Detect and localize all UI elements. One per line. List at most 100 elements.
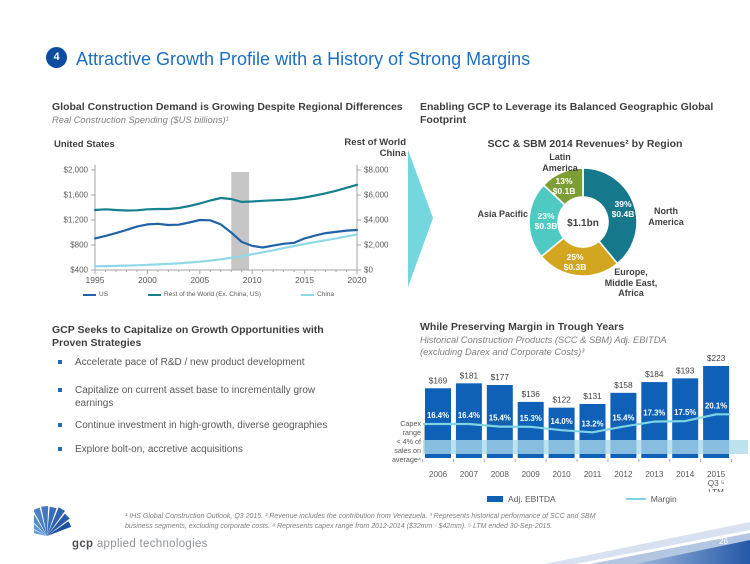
- svg-text:2007: 2007: [460, 470, 479, 479]
- svg-text:$0: $0: [364, 266, 373, 275]
- donut-value-north-america: 39% $0.4B: [595, 199, 651, 219]
- page-number: 26: [719, 537, 728, 546]
- svg-text:14.0%: 14.0%: [551, 417, 573, 426]
- svg-text:$131: $131: [583, 391, 602, 401]
- svg-text:2010: 2010: [243, 275, 262, 285]
- bullet-square-icon: [58, 360, 62, 364]
- legend-label: Adj. EBITDA: [508, 494, 556, 504]
- margin-swatch-icon: [625, 497, 646, 501]
- flow-arrow-icon: [408, 150, 433, 287]
- legend-swatch-icon: [301, 293, 315, 296]
- legend-label: Margin: [650, 494, 677, 504]
- svg-text:$6,000: $6,000: [364, 191, 389, 200]
- svg-text:$184: $184: [645, 369, 664, 379]
- svg-text:$158: $158: [614, 380, 633, 390]
- svg-text:$4,000: $4,000: [364, 216, 389, 225]
- revenue-by-region-title: SCC & SBM 2014 Revenues² by Region: [487, 138, 683, 150]
- svg-text:17.5%: 17.5%: [674, 408, 696, 417]
- donut-amount: $0.1B: [552, 186, 576, 196]
- svg-text:$400: $400: [70, 266, 88, 275]
- revenue-donut-chart: [528, 167, 638, 277]
- legend-label: US: [99, 291, 109, 298]
- svg-text:$1,600: $1,600: [64, 191, 89, 200]
- donut-slice-north-america: [582, 167, 638, 265]
- svg-text:13.2%: 13.2%: [581, 419, 603, 428]
- donut-amount: $0.3B: [534, 221, 558, 231]
- svg-text:$122: $122: [552, 395, 571, 405]
- svg-text:$800: $800: [70, 241, 88, 250]
- gcp-logo-wordmark: gcp applied technologies: [72, 538, 208, 550]
- donut-label-latin-america: Latin America: [542, 152, 578, 173]
- svg-text:16.4%: 16.4%: [427, 411, 449, 420]
- ebitda-swatch-icon: [487, 496, 503, 502]
- svg-text:$177: $177: [491, 372, 510, 382]
- svg-text:15.3%: 15.3%: [520, 414, 542, 423]
- ebitda-margin-chart: 16.4% 16.4% 15.4% 15.3% 14.0% 13.2% 15.4% 17.3%…: [422, 353, 748, 492]
- donut-pct: 13%: [555, 176, 573, 186]
- donut-value-europe: 25% $0.3B: [547, 252, 603, 272]
- svg-text:2015: 2015: [295, 275, 314, 285]
- legend-item: China: [301, 291, 334, 298]
- construction-spending-chart: $2,000 $1,600 $1,200 $800 $400 $8,000 $6,000 $4…: [64, 165, 389, 285]
- strategies-bullet-list: Accelerate pace of R&D / new product dev…: [52, 356, 352, 456]
- svg-text:2008: 2008: [491, 470, 510, 479]
- donut-pct: 25%: [566, 252, 584, 262]
- svg-text:2009: 2009: [522, 470, 541, 479]
- bullet-text: Continue investment in high-growth, dive…: [75, 420, 328, 431]
- legend-item: US: [83, 291, 108, 298]
- svg-text:$169: $169: [429, 375, 448, 385]
- footnotes: ¹ IHS Global Construction Outlook, Q3 20…: [125, 513, 596, 530]
- svg-text:$1,200: $1,200: [64, 216, 89, 225]
- bullet-item: Continue investment in high-growth, dive…: [52, 419, 352, 432]
- bullet-item: Accelerate pace of R&D / new product dev…: [52, 356, 352, 369]
- donut-amount: $0.4B: [611, 209, 635, 219]
- logo-bold-text: gcp: [72, 538, 94, 550]
- legend-item-margin: Margin: [625, 494, 677, 504]
- svg-text:2013: 2013: [645, 470, 664, 479]
- page-title: Attractive Growth Profile with a History…: [76, 49, 531, 69]
- strategies-heading: GCP Seeks to Capitalize on Growth Opport…: [52, 324, 324, 349]
- donut-amount: $0.3B: [563, 262, 587, 272]
- bullet-square-icon: [58, 423, 62, 427]
- margins-subheading: Historical Construction Products (SCC & …: [420, 335, 667, 357]
- svg-text:2010: 2010: [552, 470, 571, 479]
- svg-text:$2,000: $2,000: [64, 166, 89, 175]
- slide-number-badge: 4: [46, 47, 67, 68]
- svg-text:$193: $193: [676, 365, 695, 375]
- bullet-text: Accelerate pace of R&D / new product dev…: [75, 357, 305, 368]
- legend-label: China: [317, 291, 335, 298]
- construction-demand-subheading: Real Construction Spending ($US billions…: [52, 115, 229, 125]
- legend-label: Rest of the World (Ex. China, US): [164, 291, 262, 298]
- logo-rest-text: applied technologies: [93, 538, 208, 550]
- gcp-logo-icon: [34, 506, 72, 536]
- svg-text:$8,000: $8,000: [364, 166, 389, 175]
- svg-text:2020: 2020: [348, 275, 367, 285]
- svg-text:15.4%: 15.4%: [612, 414, 634, 423]
- svg-text:1995: 1995: [86, 275, 105, 285]
- construction-chart-legend: US Rest of the World (Ex. China, US) China: [83, 291, 334, 298]
- geographic-heading: Enabling GCP to Leverage its Balanced Ge…: [420, 101, 714, 126]
- margins-heading: While Preserving Margin in Trough Years: [420, 321, 625, 333]
- svg-text:17.3%: 17.3%: [643, 409, 665, 418]
- svg-text:2000: 2000: [138, 275, 157, 285]
- svg-text:$2,000: $2,000: [364, 241, 389, 250]
- svg-text:$223: $223: [707, 353, 726, 363]
- bullet-text: Capitalize on current asset base to incr…: [75, 385, 316, 409]
- svg-text:20.1%: 20.1%: [705, 401, 727, 410]
- donut-label-europe: Europe, Middle East, Africa: [604, 267, 658, 298]
- svg-text:2006: 2006: [429, 470, 448, 479]
- legend-swatch-icon: [148, 293, 162, 296]
- legend-item: Rest of the World (Ex. China, US): [148, 291, 261, 298]
- bullet-square-icon: [58, 447, 62, 451]
- svg-text:$136: $136: [521, 389, 540, 399]
- donut-value-asia-pacific: 23% $0.3B: [518, 211, 574, 231]
- left-axis-title: United States: [54, 139, 115, 150]
- legend-item-ebitda: Adj. EBITDA: [487, 494, 556, 504]
- donut-label-asia-pacific: Asia Pacific: [477, 209, 528, 219]
- donut-pct: 23%: [537, 211, 555, 221]
- construction-demand-heading: Global Construction Demand is Growing De…: [52, 101, 403, 113]
- donut-label-north-america: North America: [648, 206, 684, 227]
- svg-text:15.4%: 15.4%: [489, 414, 511, 423]
